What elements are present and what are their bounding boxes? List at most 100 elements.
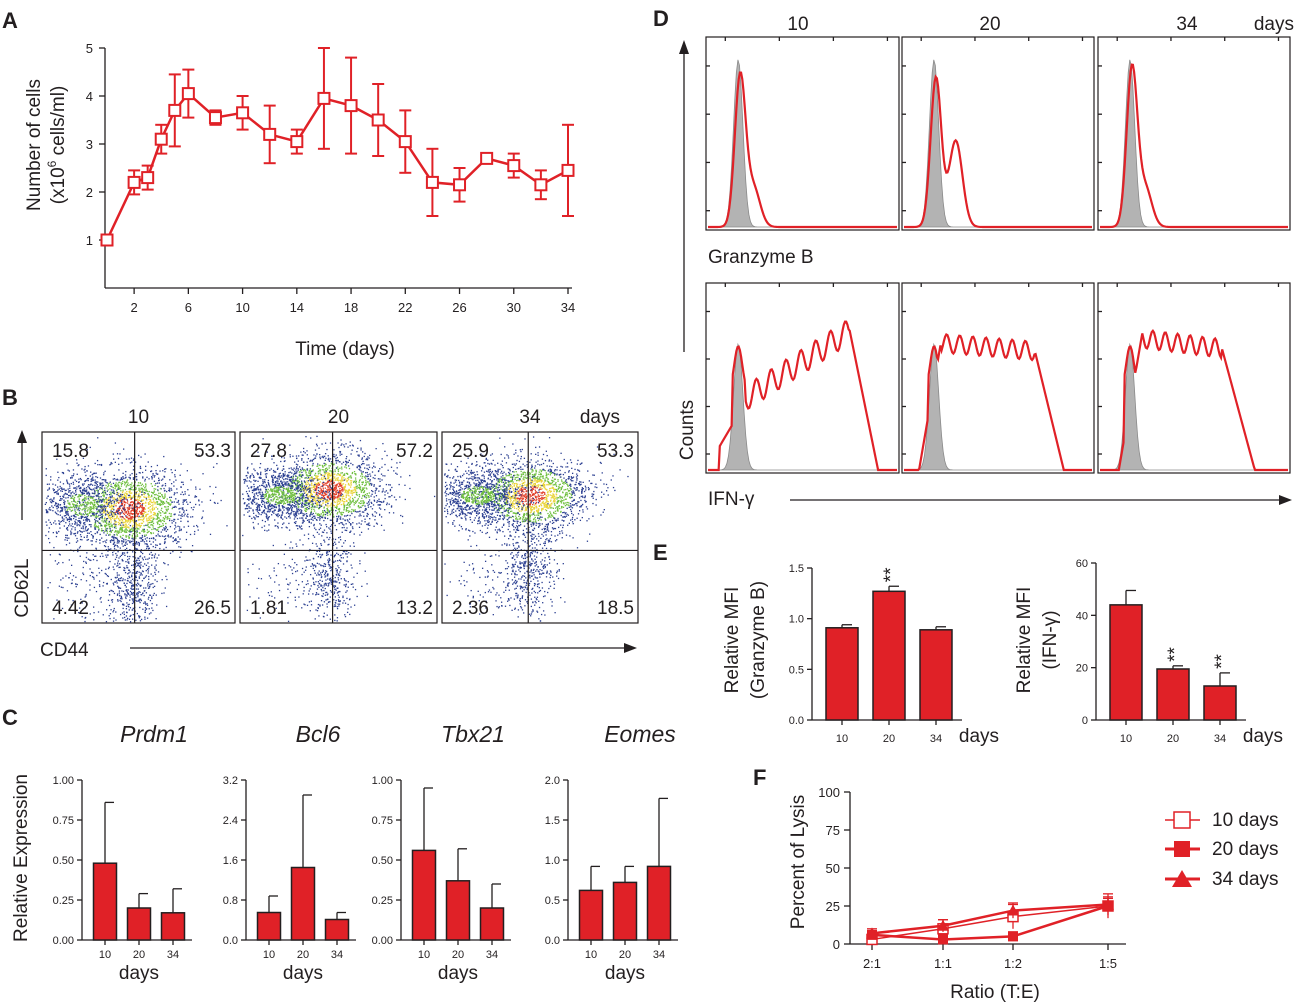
- b-dot: [144, 478, 146, 481]
- b-dot: [295, 472, 298, 474]
- b-dot: [105, 498, 107, 500]
- b-dot: [329, 481, 331, 483]
- b-dot: [260, 513, 262, 516]
- b-dot: [102, 484, 105, 487]
- b-dot: [115, 514, 117, 516]
- b-dot: [295, 455, 298, 457]
- b-dot: [108, 506, 111, 509]
- b-dot: [139, 566, 141, 568]
- b-dot: [260, 471, 262, 473]
- b-dot: [65, 575, 67, 577]
- b-dot: [318, 483, 320, 485]
- b-dot: [78, 486, 80, 488]
- b-dot: [131, 530, 134, 532]
- b-dot: [144, 487, 146, 489]
- b-dot: [108, 566, 110, 568]
- b-dot: [360, 449, 362, 451]
- b-dot: [134, 510, 137, 513]
- b-dot: [82, 526, 84, 528]
- b-dot: [306, 487, 309, 489]
- b-dot: [345, 494, 348, 496]
- b-dot: [376, 523, 379, 525]
- b-dot: [75, 493, 78, 496]
- b-dot: [303, 497, 305, 499]
- b-dot: [302, 468, 304, 470]
- b-dot: [114, 485, 116, 488]
- b-dot: [152, 532, 155, 534]
- b-dot: [126, 499, 128, 501]
- b-dot: [285, 499, 287, 501]
- b-dot: [297, 501, 299, 504]
- b-dot: [150, 583, 152, 585]
- b-dot: [345, 478, 347, 480]
- b-dot: [130, 498, 132, 500]
- b-dot: [144, 538, 147, 540]
- b-dot: [128, 494, 130, 497]
- b-dot: [358, 468, 360, 471]
- b-dot: [141, 494, 143, 496]
- b-dot: [145, 498, 148, 500]
- b-dot: [159, 495, 162, 498]
- b-dot: [73, 533, 75, 535]
- b-dot: [116, 500, 118, 502]
- b-dot: [97, 525, 100, 527]
- b-dot: [94, 518, 96, 521]
- b-dot: [343, 487, 346, 490]
- b-dot: [120, 536, 122, 538]
- b-dot: [97, 522, 100, 524]
- b-dot: [93, 489, 96, 491]
- b-dot: [136, 490, 138, 493]
- b-dot: [96, 526, 98, 528]
- b-dot: [128, 505, 130, 507]
- b-dot: [128, 490, 130, 493]
- b-dot: [48, 537, 50, 540]
- b-dot: [370, 482, 372, 485]
- b-dot: [300, 451, 302, 453]
- b-dot: [299, 490, 301, 492]
- b-dot: [354, 516, 356, 518]
- b-dot: [125, 519, 127, 522]
- b-dot: [128, 561, 130, 563]
- b-dot: [133, 585, 135, 587]
- b-dot: [106, 494, 108, 496]
- b-dot: [158, 517, 160, 519]
- b-dot: [359, 510, 361, 512]
- b-dot: [338, 515, 340, 517]
- b-dot: [324, 474, 326, 476]
- b-dot: [296, 489, 299, 491]
- b-dot: [65, 527, 68, 530]
- b-dot: [57, 503, 59, 505]
- b-dot: [334, 495, 336, 497]
- b-dot: [336, 483, 339, 485]
- b-dot: [381, 501, 383, 504]
- b-dot: [87, 479, 89, 482]
- b-dot: [111, 462, 113, 465]
- b-dot: [138, 524, 140, 527]
- a-data-point: [398, 135, 412, 149]
- b-dot: [253, 476, 255, 478]
- b-dot: [310, 490, 313, 492]
- b-dot: [74, 487, 76, 489]
- b-dot: [326, 510, 328, 512]
- a-data-point: [480, 151, 494, 165]
- b-dot: [147, 585, 149, 587]
- b-dot: [58, 454, 61, 457]
- b-dot: [326, 488, 328, 491]
- b-dot: [169, 504, 171, 506]
- b-dot: [131, 572, 134, 574]
- b-dot: [132, 501, 135, 503]
- b-dot: [326, 474, 329, 476]
- b-dot: [370, 484, 373, 486]
- b-dot: [138, 562, 140, 564]
- b-dot: [143, 488, 145, 491]
- b-dot: [129, 581, 131, 583]
- b-dot: [121, 491, 124, 494]
- b-dot: [311, 469, 314, 472]
- b-dot: [165, 522, 167, 525]
- b-dot: [326, 468, 329, 471]
- b-dot: [391, 486, 393, 489]
- b-dot: [153, 476, 155, 478]
- b-dot: [114, 544, 117, 546]
- b-dot: [341, 453, 343, 456]
- b-dot: [347, 479, 350, 481]
